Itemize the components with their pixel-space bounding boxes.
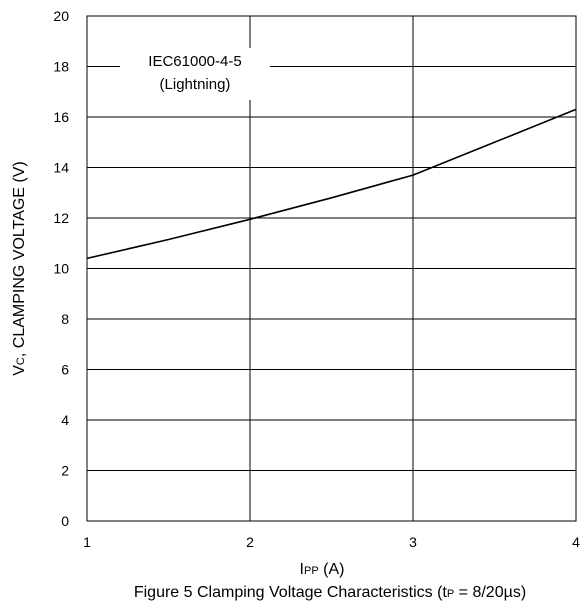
y-tick-label: 0 [61,513,69,529]
caption-sub: P [447,588,454,600]
annotation-box: IEC61000-4-5 (Lightning) [120,48,270,100]
x-tick-label: 2 [246,534,254,550]
caption-suffix: = 8/20µs) [454,584,526,601]
annotation-line-2: (Lightning) [160,76,231,93]
y-tick-label: 12 [53,210,69,226]
x-axis-label-sub: PP [304,565,319,577]
figure-caption: Figure 5 Clamping Voltage Characteristic… [134,584,526,601]
y-tick-label: 4 [61,412,69,428]
y-tick-label: 10 [53,261,69,277]
y-tick-label: 20 [53,8,69,24]
y-tick-label: 14 [53,160,69,176]
y-axis-label: VC, CLAMPING VOLTAGE (V) [11,161,28,376]
caption-prefix: Figure 5 Clamping Voltage Characteristic… [134,584,448,601]
y-tick-label: 8 [61,311,69,327]
annotation-line-1: IEC61000-4-5 [148,53,241,70]
y-tick-label: 2 [61,463,69,479]
series-line-1 [86,108,577,260]
x-axis-label-main: I [300,561,304,578]
x-tick-labels: 1 2 3 4 [83,534,580,550]
x-axis-label: IPP (A) [300,561,345,578]
x-tick-label: 3 [409,534,417,550]
y-axis-label-sub: C [15,357,27,365]
y-tick-label: 16 [53,109,69,125]
y-tick-label: 18 [53,59,69,75]
y-axis-label-main: V [11,365,28,376]
series-group [86,108,577,260]
x-axis-label-suffix: (A) [319,561,345,578]
x-tick-label: 1 [83,534,91,550]
y-axis-label-suffix: , CLAMPING VOLTAGE (V) [11,161,28,357]
annotation-background [120,48,270,100]
y-tick-label: 6 [61,362,69,378]
y-tick-labels: 0 2 4 6 8 10 12 14 16 18 20 [53,8,69,529]
plot-area-frame [86,15,577,522]
x-tick-label: 4 [572,534,580,550]
